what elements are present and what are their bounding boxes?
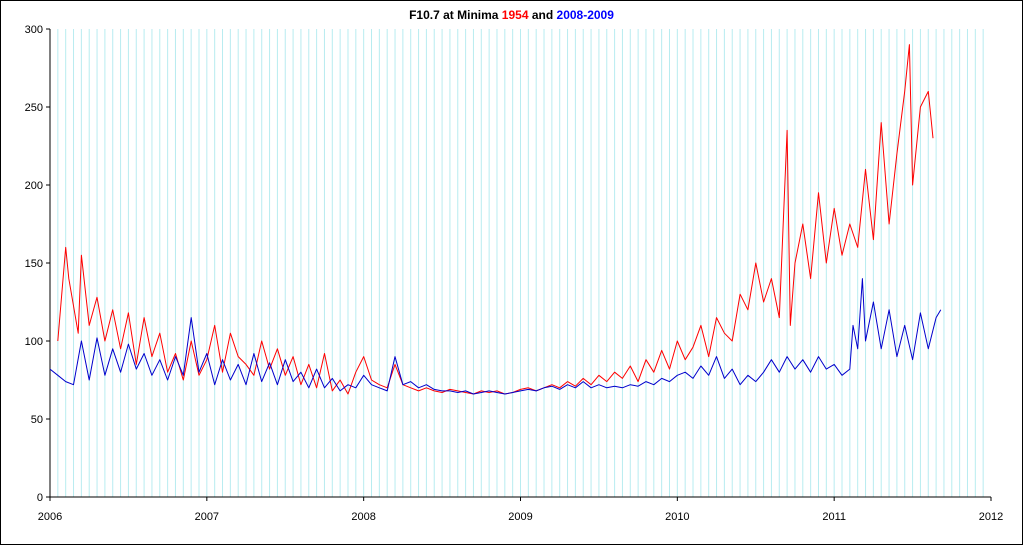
y-tick-label: 100 [25,336,43,348]
y-tick-label: 200 [25,180,43,192]
x-tick-label: 2009 [508,511,532,523]
x-tick-label: 2011 [822,511,846,523]
x-tick-label: 2012 [979,511,1003,523]
x-tick-label: 2006 [38,511,62,523]
y-tick-label: 0 [37,492,43,504]
y-tick-label: 50 [31,414,43,426]
title-part-2: and [528,8,557,22]
x-tick-label: 2010 [665,511,689,523]
title-part-3: 2008-2009 [556,8,614,22]
x-tick-label: 2007 [195,511,219,523]
series-line-1 [49,278,942,395]
chart-title: F10.7 at Minima 1954 and 2008-2009 [0,8,1023,22]
series-line-0 [57,44,934,395]
title-part-1: 1954 [501,8,529,22]
x-tick-label: 2008 [351,511,375,523]
title-part-0: F10.7 at Minima [409,8,502,22]
y-tick-label: 300 [25,24,43,36]
y-tick-label: 150 [25,258,43,270]
y-tick-label: 250 [25,102,43,114]
